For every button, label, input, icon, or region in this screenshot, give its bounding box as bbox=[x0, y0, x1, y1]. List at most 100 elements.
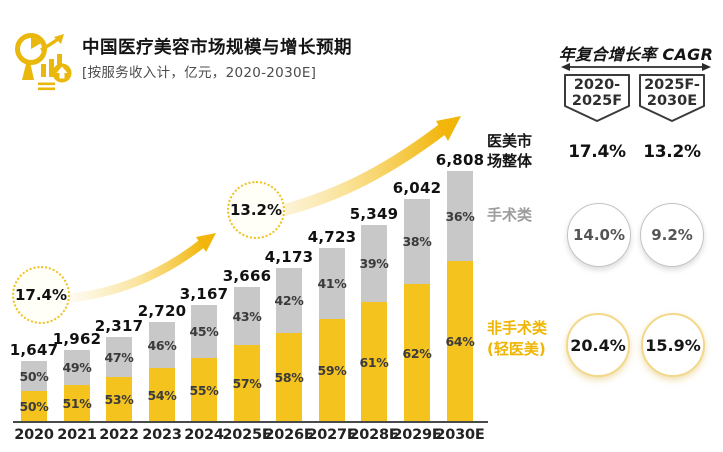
cagr-circle-label: 14.0% bbox=[572, 226, 626, 244]
segment-percent-label: 58% bbox=[274, 370, 304, 385]
segment-percent-label: 57% bbox=[232, 376, 262, 391]
x-axis-label-2022: 2022 bbox=[99, 427, 139, 443]
period-banner-2020-2025F: 2020- 2025F bbox=[562, 73, 632, 125]
page-subtitle: [按服务收入计，亿元，2020-2030E] bbox=[82, 65, 317, 81]
non-surgical-segment: 59% bbox=[317, 319, 347, 422]
non-surgical-segment: 53% bbox=[104, 377, 134, 422]
period-line2: 2025F bbox=[571, 93, 623, 109]
page-title: 中国医疗美容市场规模与增长预期 bbox=[82, 38, 352, 58]
bar-total-label: 2,720 bbox=[137, 302, 187, 320]
non-surgical-segment: 55% bbox=[189, 358, 219, 422]
x-axis-label-2030E: 2030E bbox=[435, 427, 485, 443]
non-surgical-segment: 58% bbox=[274, 333, 304, 422]
non-surgical-segment: 57% bbox=[232, 345, 262, 422]
segment-percent-label: 64% bbox=[445, 334, 475, 349]
surgical-segment: 39% bbox=[359, 225, 389, 302]
legend-overall-market: 医美市场整体 bbox=[487, 132, 533, 170]
surgical-segment: 47% bbox=[104, 337, 134, 377]
segment-percent-label: 46% bbox=[147, 337, 177, 353]
period-line1: 2025F- bbox=[644, 77, 700, 93]
cagr-badge-2025-2030: 13.2% bbox=[227, 181, 285, 239]
bar-2020: 1,647 50% 50% bbox=[10, 341, 58, 422]
legend-non-surgical-line1: 非手术类 bbox=[487, 319, 548, 337]
bar-total-label: 4,173 bbox=[264, 248, 314, 266]
cagr-circle-label: 9.2% bbox=[651, 226, 693, 244]
surgical-segment: 43% bbox=[232, 287, 262, 345]
segment-percent-label: 39% bbox=[359, 256, 389, 271]
surgical-segment: 42% bbox=[274, 268, 304, 333]
segment-percent-label: 59% bbox=[317, 363, 347, 378]
non-surgical-segment: 51% bbox=[62, 385, 92, 422]
segment-percent-label: 50% bbox=[19, 368, 49, 384]
x-axis-label-2021: 2021 bbox=[57, 427, 97, 443]
cagr-badge-label: 17.4% bbox=[14, 286, 68, 304]
bar-total-label: 1,647 bbox=[9, 341, 59, 359]
cagr-overall-2025-2030: 13.2% bbox=[643, 142, 701, 162]
cagr-surgical-2025-2030: 9.2% bbox=[640, 203, 704, 267]
cagr-circle-label: 20.4% bbox=[570, 335, 626, 355]
bar-2021: 1,962 49% 51% bbox=[53, 330, 101, 422]
bar-2022: 2,317 47% 53% bbox=[95, 317, 143, 422]
non-surgical-segment: 64% bbox=[445, 261, 475, 422]
surgical-segment: 36% bbox=[445, 171, 475, 261]
double-headed-arrow bbox=[561, 63, 711, 71]
segment-percent-label: 61% bbox=[359, 354, 389, 370]
segment-percent-label: 41% bbox=[317, 276, 347, 291]
segment-percent-label: 42% bbox=[274, 293, 304, 308]
bar-total-label: 2,317 bbox=[94, 317, 144, 335]
period-line1: 2020- bbox=[573, 77, 621, 93]
surgical-segment: 45% bbox=[189, 305, 219, 358]
segment-percent-label: 53% bbox=[104, 392, 134, 407]
x-axis-line bbox=[13, 421, 488, 423]
cagr-surgical-2020-2025: 14.0% bbox=[567, 203, 631, 267]
bar-total-label: 1,962 bbox=[52, 330, 102, 348]
segment-percent-label: 38% bbox=[402, 234, 432, 249]
non-surgical-segment: 61% bbox=[359, 302, 389, 422]
bar-2026E: 4,173 42% 58% bbox=[265, 248, 313, 422]
legend-surgical: 手术类 bbox=[487, 206, 533, 224]
cagr-overall-2020-2025: 17.4% bbox=[568, 142, 626, 162]
bar-2027E: 4,723 41% 59% bbox=[308, 228, 356, 422]
stacked-bar-chart: 1,647 50% 50% 2020 1,962 49% 51% 2021 2,317 47% 53… bbox=[10, 151, 485, 443]
x-axis-label-2024: 2024 bbox=[184, 427, 224, 443]
surgical-segment: 49% bbox=[62, 350, 92, 385]
period-banner-label: 2025F- 2030E bbox=[637, 77, 707, 109]
bar-total-label: 3,167 bbox=[179, 285, 229, 303]
bar-2028E: 5,349 39% 61% bbox=[350, 205, 398, 422]
cagr-non-surgical-2020-2025: 20.4% bbox=[566, 313, 630, 377]
segment-percent-label: 55% bbox=[189, 382, 219, 398]
non-surgical-segment: 50% bbox=[19, 391, 49, 422]
segment-percent-label: 50% bbox=[19, 399, 49, 414]
cagr-badge-label: 13.2% bbox=[229, 201, 283, 219]
non-surgical-segment: 62% bbox=[402, 284, 432, 422]
segment-percent-label: 43% bbox=[232, 308, 262, 324]
cagr-badge-2020-2025: 17.4% bbox=[12, 266, 70, 324]
bar-2023: 2,720 46% 54% bbox=[138, 302, 186, 422]
segment-percent-label: 51% bbox=[62, 396, 92, 411]
surgical-segment: 41% bbox=[317, 248, 347, 319]
legend-non-surgical: 非手术类 (轻医美) bbox=[487, 318, 547, 360]
period-line2: 2030E bbox=[646, 93, 698, 109]
x-axis-label-2023: 2023 bbox=[142, 427, 182, 443]
x-axis-label-2020: 2020 bbox=[14, 427, 54, 443]
segment-percent-label: 54% bbox=[147, 387, 177, 403]
cagr-non-surgical-2025-2030: 15.9% bbox=[641, 313, 705, 377]
bar-2025F: 3,666 43% 57% bbox=[223, 267, 271, 422]
bar-2024: 3,167 45% 55% bbox=[180, 285, 228, 422]
x-axis-label-2027E: 2027E bbox=[307, 427, 357, 443]
legend-non-surgical-line2: (轻医美) bbox=[487, 340, 546, 358]
surgical-segment: 46% bbox=[147, 322, 177, 368]
bar-total-label: 6,808 bbox=[435, 151, 485, 169]
non-surgical-segment: 54% bbox=[147, 368, 177, 422]
cagr-circle-label: 15.9% bbox=[645, 335, 701, 355]
bar-total-label: 6,042 bbox=[392, 179, 442, 197]
cagr-panel-title: 年复合增长率 CAGR bbox=[558, 45, 714, 64]
segment-percent-label: 47% bbox=[104, 349, 134, 365]
x-axis-label-2028E: 2028E bbox=[349, 427, 399, 443]
analytics-magnifier-chart-icon bbox=[15, 33, 72, 91]
period-banner-label: 2020- 2025F bbox=[562, 77, 632, 109]
segment-percent-label: 49% bbox=[62, 360, 92, 375]
surgical-segment: 50% bbox=[19, 361, 49, 391]
x-axis-label-2026E: 2026E bbox=[264, 427, 314, 443]
